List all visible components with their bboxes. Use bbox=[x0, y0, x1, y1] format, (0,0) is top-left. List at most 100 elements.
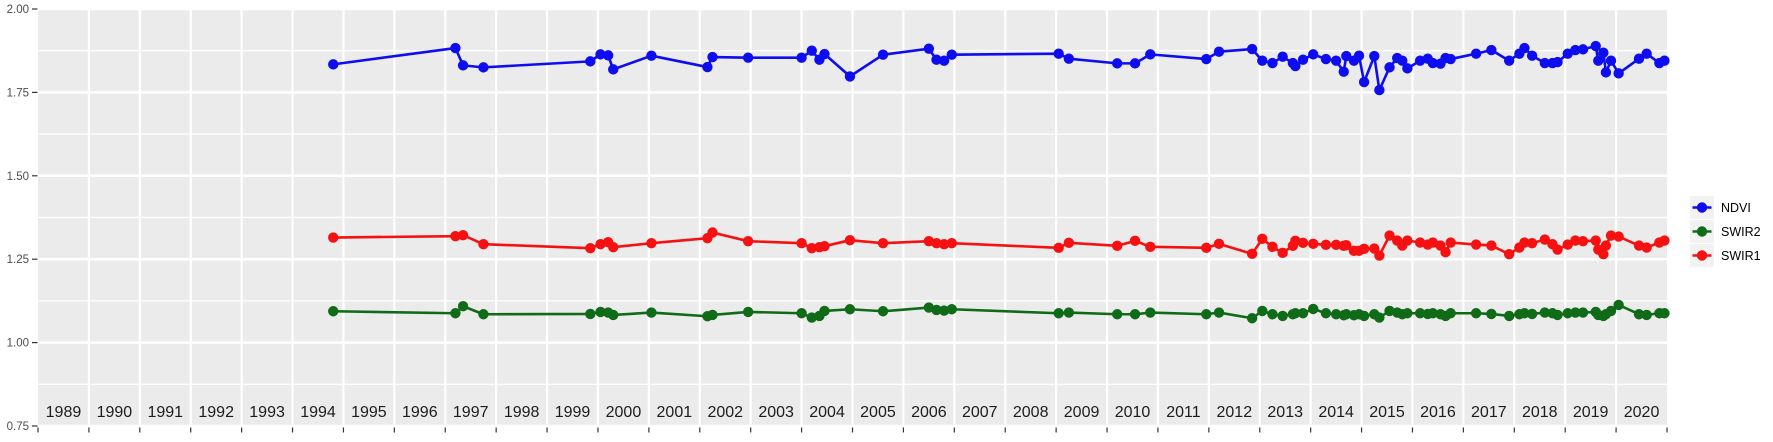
legend-label-swir1: SWIR1 bbox=[1721, 249, 1761, 263]
x-axis-year-label: 2001 bbox=[657, 404, 693, 421]
swir1-data-point bbox=[707, 227, 718, 238]
swir1-data-point bbox=[844, 234, 856, 246]
y-axis-tick-label: 2.00 bbox=[7, 4, 29, 16]
legend-key-point-ndvi bbox=[1696, 202, 1708, 213]
x-axis-year-label: 2009 bbox=[1064, 404, 1100, 421]
ndvi-data-point bbox=[1112, 58, 1123, 69]
swir2-data-point bbox=[1570, 307, 1581, 318]
swir1-data-point bbox=[1539, 234, 1551, 245]
ndvi-data-point bbox=[877, 49, 889, 60]
swir2-data-point bbox=[1341, 309, 1352, 320]
ndvi-data-point bbox=[938, 55, 950, 66]
swir2-data-point bbox=[450, 308, 461, 319]
ndvi-data-point bbox=[1053, 48, 1064, 59]
ndvi-data-point bbox=[1633, 53, 1645, 64]
swir1-data-point bbox=[1308, 238, 1319, 250]
swir1-data-point bbox=[1257, 233, 1268, 245]
x-axis-year-label: 2012 bbox=[1217, 404, 1253, 421]
y-axis-tick-label: 1.50 bbox=[7, 171, 29, 183]
ndvi-data-point bbox=[328, 59, 339, 70]
ndvi-data-point bbox=[923, 43, 935, 54]
swir1-data-point bbox=[938, 238, 950, 250]
swir2-data-point bbox=[1503, 310, 1515, 322]
ndvi-data-point bbox=[931, 54, 942, 65]
swir1-data-point bbox=[1213, 238, 1225, 250]
swir2-data-point bbox=[931, 304, 942, 316]
swir2-data-point bbox=[1519, 308, 1530, 319]
swir1-data-point bbox=[1129, 235, 1141, 247]
swir1-data-point bbox=[1445, 237, 1456, 248]
ndvi-data-point bbox=[1341, 50, 1352, 62]
swir1-data-point bbox=[946, 237, 957, 249]
ndvi-data-point bbox=[1427, 57, 1439, 69]
swir2-data-point bbox=[796, 308, 807, 319]
ndvi-data-point bbox=[1320, 53, 1332, 65]
swir2-data-point bbox=[595, 306, 606, 318]
ndvi-data-point bbox=[1369, 50, 1380, 62]
x-axis-year-label: 1993 bbox=[249, 404, 285, 421]
ndvi-data-point bbox=[1213, 46, 1225, 57]
x-axis-year-label: 2010 bbox=[1115, 404, 1151, 421]
swir1-data-point bbox=[585, 242, 596, 254]
swir2-data-point bbox=[1145, 307, 1156, 318]
ndvi-data-point bbox=[457, 60, 469, 71]
swir1-data-point bbox=[1598, 248, 1609, 260]
x-axis-year-label: 2004 bbox=[809, 404, 845, 421]
ndvi-data-point bbox=[1374, 84, 1385, 96]
swir1-data-point bbox=[1503, 248, 1515, 260]
ndvi-data-point bbox=[1145, 49, 1156, 60]
x-axis-year-label: 1999 bbox=[555, 404, 591, 421]
ndvi-data-point bbox=[646, 50, 657, 61]
swir2-data-point bbox=[1358, 310, 1370, 322]
swir2-data-point bbox=[1201, 309, 1212, 320]
swir1-data-point bbox=[1267, 241, 1278, 253]
x-axis-year-label: 2017 bbox=[1471, 404, 1507, 421]
ndvi-data-point bbox=[1402, 63, 1413, 74]
swir2-data-point bbox=[1129, 309, 1141, 320]
swir2-data-point bbox=[1277, 310, 1288, 322]
x-axis-year-label: 2018 bbox=[1522, 404, 1558, 421]
ndvi-data-point bbox=[1277, 51, 1288, 62]
ndvi-data-point bbox=[1613, 68, 1624, 79]
swir2-data-point bbox=[1063, 307, 1075, 318]
swir2-data-point bbox=[1445, 308, 1456, 319]
y-axis-tick-label: 1.25 bbox=[7, 254, 29, 266]
ndvi-data-point bbox=[1552, 56, 1563, 68]
x-axis-year-label: 2002 bbox=[707, 404, 743, 421]
swir2-data-point bbox=[1308, 303, 1319, 315]
x-axis-year-label: 1995 bbox=[351, 404, 387, 421]
swir2-data-point bbox=[1330, 309, 1342, 320]
x-axis-year-label: 1996 bbox=[402, 404, 438, 421]
ndvi-data-point bbox=[1593, 55, 1604, 66]
ndvi-data-point bbox=[1246, 43, 1258, 55]
ndvi-data-point bbox=[1445, 53, 1456, 65]
swir1-data-point bbox=[1297, 237, 1309, 249]
swir2-data-point bbox=[844, 304, 856, 315]
swir2-data-point bbox=[1112, 309, 1123, 320]
swir2-data-point bbox=[1605, 305, 1617, 317]
ndvi-data-point bbox=[1605, 55, 1617, 66]
swir1-data-point bbox=[1358, 243, 1370, 255]
ndvi-data-point bbox=[1598, 47, 1609, 58]
swir1-data-point bbox=[1112, 240, 1123, 252]
ndvi-data-point bbox=[1470, 48, 1482, 59]
ndvi-data-point bbox=[1577, 44, 1589, 55]
swir2-data-point bbox=[1427, 308, 1439, 319]
swir2-data-point bbox=[328, 306, 339, 317]
swir1-data-point bbox=[1201, 242, 1212, 254]
x-axis-year-label: 2014 bbox=[1318, 404, 1354, 421]
ndvi-data-point bbox=[796, 52, 807, 63]
swir2-data-point bbox=[1213, 307, 1225, 318]
x-axis-year-label: 2016 bbox=[1420, 404, 1456, 421]
swir1-data-point bbox=[328, 232, 339, 243]
ndvi-data-point bbox=[1539, 57, 1551, 69]
ndvi-data-point bbox=[1486, 44, 1497, 56]
swir1-data-point bbox=[1053, 242, 1064, 254]
ndvi-data-point bbox=[1570, 44, 1581, 56]
swir1-data-point bbox=[1577, 235, 1589, 247]
ndvi-data-point bbox=[1590, 40, 1601, 52]
swir2-data-point bbox=[1402, 308, 1413, 319]
swir2-data-point bbox=[1414, 308, 1426, 319]
ndvi-data-point bbox=[1397, 55, 1408, 66]
